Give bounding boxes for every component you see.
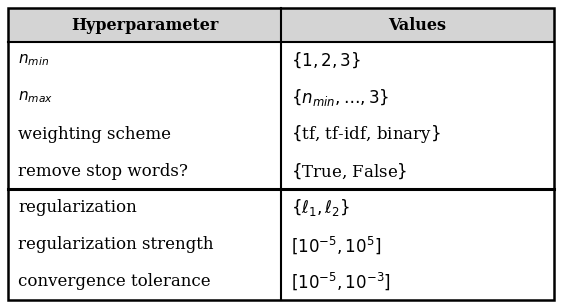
Text: $\{n_{min}, \ldots, 3\}$: $\{n_{min}, \ldots, 3\}$ — [291, 87, 389, 108]
Text: weighting scheme: weighting scheme — [18, 126, 171, 143]
Text: regularization: regularization — [18, 199, 137, 216]
Text: $\{\ell_1, \ell_2\}$: $\{\ell_1, \ell_2\}$ — [291, 197, 350, 218]
Text: remove stop words?: remove stop words? — [18, 163, 188, 180]
Text: $[10^{-5}, 10^{-3}]$: $[10^{-5}, 10^{-3}]$ — [291, 271, 391, 292]
Text: $\{$True, False$\}$: $\{$True, False$\}$ — [291, 161, 407, 181]
Text: Values: Values — [388, 17, 446, 34]
Text: convergence tolerance: convergence tolerance — [18, 273, 211, 290]
Text: Hyperparameter: Hyperparameter — [71, 17, 218, 34]
Text: $\{$tf, tf-idf, binary$\}$: $\{$tf, tf-idf, binary$\}$ — [291, 123, 441, 145]
Text: $\{1, 2, 3\}$: $\{1, 2, 3\}$ — [291, 51, 361, 70]
Text: $[10^{-5}, 10^{5}]$: $[10^{-5}, 10^{5}]$ — [291, 234, 381, 256]
Bar — [8, 8, 554, 42]
Text: regularization strength: regularization strength — [18, 236, 214, 253]
Text: $n_{max}$: $n_{max}$ — [18, 89, 53, 105]
Text: $n_{min}$: $n_{min}$ — [18, 53, 49, 68]
